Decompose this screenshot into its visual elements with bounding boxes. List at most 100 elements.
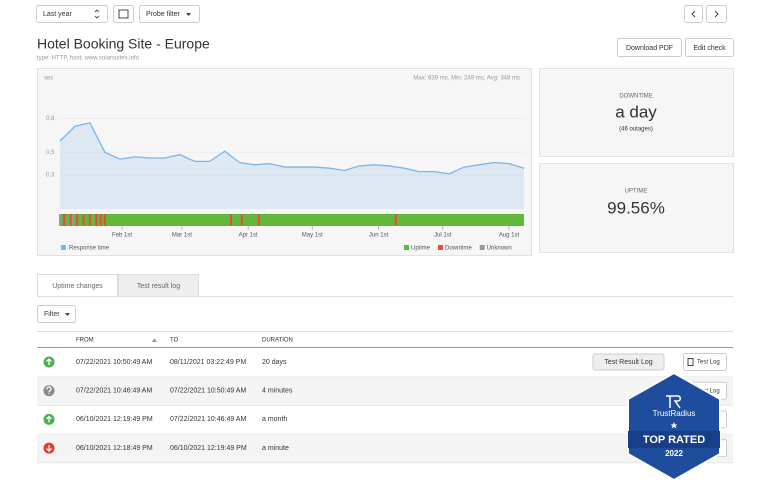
- chart: sec Max: 639 ms, Min: 249 ms, Avg: 348 ms…: [44, 76, 525, 252]
- legend-label: Unknown: [487, 246, 512, 252]
- period-select[interactable]: [36, 5, 108, 23]
- chart-stats: Max: 639 ms, Min: 249 ms, Avg: 348 ms: [413, 76, 520, 82]
- status-glyph: [46, 386, 52, 395]
- next-button[interactable]: [706, 5, 727, 23]
- downtime-stripe: [69, 214, 72, 226]
- row-background: [37, 376, 733, 406]
- tooltip-text: Test Result Log: [604, 359, 652, 366]
- button-text: Download PDF: [626, 45, 673, 52]
- y-tick-label: 0,5: [46, 150, 55, 156]
- cell: 07/22/2021 10:50:49 AM: [170, 388, 246, 395]
- column-header: TO: [170, 338, 179, 344]
- panel-label: UPTIME: [625, 189, 648, 195]
- status-icon: [43, 385, 55, 397]
- status-glyph: [46, 445, 52, 453]
- caret: [186, 13, 191, 16]
- downtime-stripe: [88, 214, 91, 226]
- column-header: DURATION: [262, 338, 293, 344]
- uptime-panel: [539, 163, 734, 253]
- downtime-stripe: [63, 214, 66, 226]
- page-title: Hotel Booking Site - Europe: [37, 36, 210, 52]
- x-tick-label: Jun 1st: [369, 233, 389, 239]
- row-background: [37, 434, 733, 463]
- line: [59, 122, 525, 175]
- y-axis-label: sec: [44, 76, 53, 82]
- download-pdf[interactable]: [617, 38, 682, 57]
- cell: 20 days: [262, 359, 287, 366]
- downtime-panel: [539, 68, 734, 157]
- cell: 07/22/2021 10:46:49 AM: [170, 416, 246, 423]
- filter-button[interactable]: [37, 305, 76, 323]
- downtime-stripe: [240, 214, 243, 226]
- filter-text: Filter: [44, 311, 60, 318]
- x-tick-label: Mar 1st: [172, 233, 192, 239]
- status-glyph: [46, 358, 52, 365]
- downtime-stripe: [76, 214, 79, 226]
- y-tick-label: 0,8: [46, 116, 55, 122]
- test-log-button[interactable]: [683, 353, 727, 371]
- tab-active[interactable]: [37, 274, 118, 297]
- cell: 07/22/2021 10:50:49 AM: [76, 359, 152, 366]
- downtime-stripe: [394, 214, 397, 226]
- period-text: Last year: [43, 11, 72, 18]
- calendar-button[interactable]: [113, 5, 134, 23]
- badge-logo: [666, 395, 681, 409]
- area: [60, 122, 524, 209]
- badge-year: 2022: [665, 449, 683, 458]
- tab-text: Test result log: [137, 283, 180, 290]
- tooltip: [592, 353, 665, 371]
- cell: a month: [262, 416, 287, 423]
- unknown-stripe: [71, 214, 74, 226]
- button-text: Edit check: [693, 45, 726, 52]
- cell: 06/10/2021 12:19:49 PM: [170, 445, 247, 452]
- badge-star: [670, 422, 678, 429]
- sort-icon: [152, 338, 157, 342]
- legend-label: Response time: [69, 246, 110, 252]
- badge-title: TOP RATED: [643, 434, 705, 446]
- x-tick-label: Feb 1st: [112, 233, 132, 239]
- subtitle: type: HTTP, host: www.solarsuites.info: [37, 56, 140, 62]
- legend-swatch: [404, 245, 409, 250]
- probe-filter-text: Probe filter: [146, 11, 181, 18]
- badge-band: [628, 431, 720, 448]
- downtime-stripe: [82, 214, 85, 226]
- legend-swatch: [438, 245, 444, 250]
- legend-swatch: [61, 245, 66, 250]
- prev-button[interactable]: [684, 5, 703, 23]
- probe-filter[interactable]: [139, 5, 200, 23]
- downtime-stripe: [257, 214, 260, 226]
- cell: 4 minutes: [262, 388, 293, 395]
- legend-swatch: [479, 245, 485, 250]
- y-tick-label: 0,3: [46, 173, 55, 179]
- downtime-stripe: [99, 214, 102, 226]
- downtime-stripe: [95, 214, 98, 226]
- prev-icon: [691, 10, 696, 18]
- status-bar: [60, 214, 524, 226]
- panel-value: 99.56%: [607, 198, 665, 217]
- downtime-stripe: [230, 214, 233, 226]
- x-tick-label: Jul 1st: [434, 233, 452, 239]
- x-tick-label: May 1st: [302, 233, 323, 239]
- legend-label: Downtime: [445, 246, 472, 252]
- panel-note: (46 outages): [619, 127, 653, 133]
- table-rows: 07/22/2021 10:50:49 AM 08/11/2021 03:22:4…: [37, 353, 733, 464]
- cell: 06/10/2021 12:19:49 PM: [76, 416, 153, 423]
- cell: 06/10/2021 12:18:49 PM: [76, 445, 153, 452]
- badge-brand: TrustRadius: [653, 409, 696, 418]
- select-arrows: [94, 9, 100, 19]
- legend-label: Uptime: [411, 246, 431, 252]
- downtime-stripe: [103, 214, 106, 226]
- button-text: Test Log: [697, 360, 720, 366]
- x-tick-label: Aug 1st: [499, 233, 520, 239]
- next-icon: [714, 10, 719, 18]
- edit-check[interactable]: [685, 38, 734, 57]
- calendar-icon: [118, 9, 129, 19]
- unknown-stripe: [59, 214, 61, 226]
- column-header: FROM: [76, 338, 94, 344]
- tab[interactable]: [118, 274, 199, 297]
- tab-text: Uptime changes: [52, 283, 103, 290]
- doc-icon: [687, 358, 694, 366]
